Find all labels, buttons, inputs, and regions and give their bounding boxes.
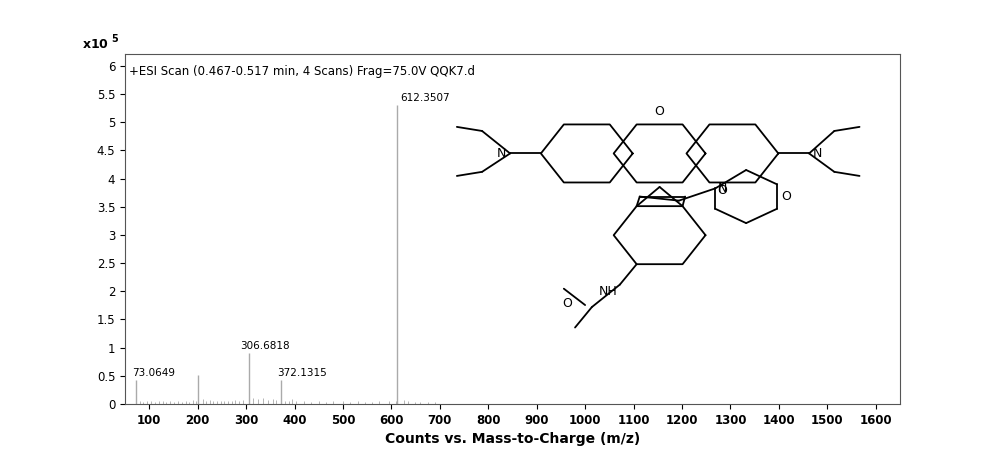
Text: O: O <box>655 105 665 118</box>
X-axis label: Counts vs. Mass-to-Charge (m/z): Counts vs. Mass-to-Charge (m/z) <box>385 432 640 446</box>
Text: $\mathbf{x10}$: $\mathbf{x10}$ <box>82 38 109 51</box>
Text: 372.1315: 372.1315 <box>277 368 327 378</box>
Text: O: O <box>781 190 791 203</box>
Text: N: N <box>718 182 727 195</box>
Text: O: O <box>718 184 727 197</box>
Text: NH: NH <box>598 286 617 298</box>
Text: +ESI Scan (0.467-0.517 min, 4 Scans) Frag=75.0V QQK7.d: +ESI Scan (0.467-0.517 min, 4 Scans) Fra… <box>129 65 475 78</box>
Text: N: N <box>813 147 822 160</box>
Text: 612.3507: 612.3507 <box>400 93 449 103</box>
Text: $\mathbf{5}$: $\mathbf{5}$ <box>111 32 119 44</box>
Text: N: N <box>497 147 506 160</box>
Text: O: O <box>562 296 572 310</box>
Text: 306.6818: 306.6818 <box>241 341 290 351</box>
Text: 73.0649: 73.0649 <box>132 368 175 378</box>
